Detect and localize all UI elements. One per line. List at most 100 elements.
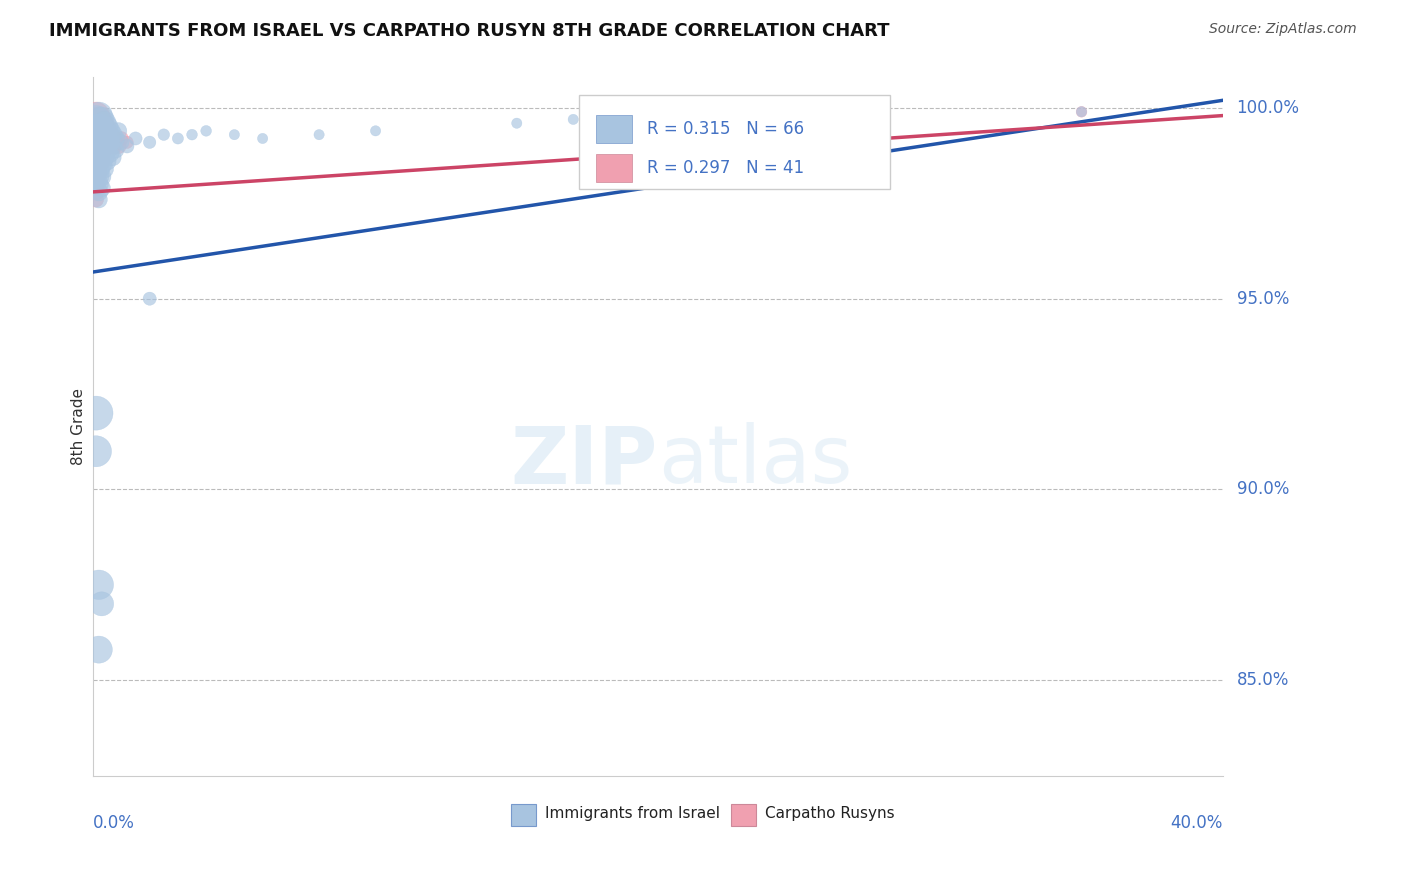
Point [93,139,115,153]
Point [87,136,110,150]
Point [98,136,121,150]
Point [84,124,107,138]
Point [90,124,112,138]
Point [96,120,118,134]
Point [90,136,112,150]
Text: 85.0%: 85.0% [1237,671,1289,690]
Point [107,139,129,153]
Point [90,112,112,127]
Point [87,139,110,153]
Point [152,128,174,142]
Point [138,136,160,150]
Point [115,136,138,150]
Text: R = 0.297   N = 41: R = 0.297 N = 41 [647,159,804,178]
Point [93,116,115,130]
Point [1070,104,1092,119]
Point [104,136,127,150]
Point [84,178,107,192]
Point [90,124,112,138]
Point [87,146,110,161]
Point [110,136,132,150]
Point [90,146,112,161]
Point [93,120,115,134]
FancyBboxPatch shape [579,95,890,189]
Point [84,406,107,420]
Point [84,444,107,458]
Point [87,151,110,165]
Point [101,131,124,145]
Point [96,131,118,145]
Point [87,154,110,169]
Point [84,131,107,145]
Point [101,139,124,153]
Point [98,136,121,150]
Point [96,131,118,145]
Point [84,161,107,176]
Text: 90.0%: 90.0% [1237,481,1289,499]
Point [84,169,107,184]
Point [364,124,387,138]
Point [90,158,112,172]
Point [1070,104,1092,119]
Point [93,128,115,142]
Point [308,128,330,142]
Point [90,131,112,145]
Point [101,151,124,165]
Point [87,578,110,592]
Point [98,124,121,138]
Point [224,128,246,142]
Point [84,154,107,169]
Point [87,120,110,134]
Point [84,178,107,192]
Point [87,109,110,123]
Point [124,131,146,145]
Point [87,128,110,142]
Text: IMMIGRANTS FROM ISRAEL VS CARPATHO RUSYN 8TH GRADE CORRELATION CHART: IMMIGRANTS FROM ISRAEL VS CARPATHO RUSYN… [49,22,890,40]
Point [93,161,115,176]
Point [93,151,115,165]
Point [84,139,107,153]
Text: 95.0%: 95.0% [1237,290,1289,308]
Point [93,136,115,150]
Point [167,131,190,145]
Point [87,185,110,199]
Text: 0.0%: 0.0% [93,814,135,832]
Point [98,146,121,161]
Point [96,154,118,169]
Point [96,139,118,153]
Point [107,124,129,138]
Point [90,139,112,153]
Point [84,131,107,145]
Point [562,112,585,127]
Bar [596,115,631,143]
Point [90,154,112,169]
Point [138,292,160,306]
Point [87,642,110,657]
Text: atlas: atlas [658,423,852,500]
Point [84,116,107,130]
Point [87,178,110,192]
Point [84,109,107,123]
Point [90,146,112,161]
Text: Carpatho Rusyns: Carpatho Rusyns [765,806,894,822]
Point [84,112,107,127]
Point [84,161,107,176]
Point [252,131,274,145]
Point [87,193,110,207]
Point [87,120,110,134]
Text: Source: ZipAtlas.com: Source: ZipAtlas.com [1209,22,1357,37]
Point [93,128,115,142]
Point [90,597,112,611]
Point [84,139,107,153]
Point [104,143,127,157]
Point [84,120,107,134]
Point [96,124,118,138]
Y-axis label: 8th Grade: 8th Grade [72,388,86,465]
Point [87,112,110,127]
Text: 40.0%: 40.0% [1170,814,1223,832]
Point [87,169,110,184]
Point [506,116,529,130]
Point [104,131,127,145]
Bar [596,154,631,182]
Point [84,193,107,207]
